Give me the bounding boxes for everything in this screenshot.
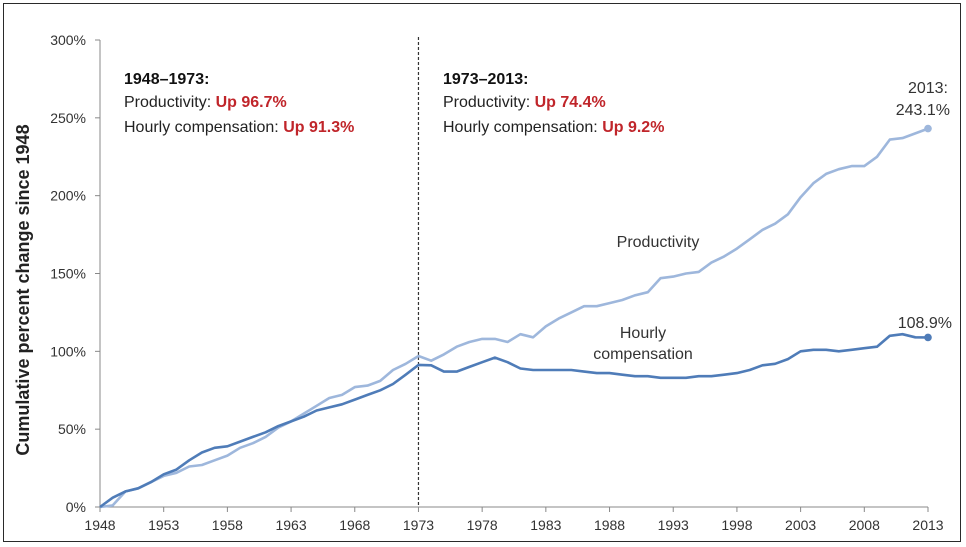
period-1-title: 1948–1973: (124, 71, 209, 88)
x-tick-label: 1953 (148, 517, 179, 533)
period-1-productivity: Productivity: Up 96.7% (124, 94, 287, 111)
compensation-series-label-line2: compensation (593, 346, 693, 363)
x-tick-group: 1948 1953 1958 1963 1968 1973 1978 1983 1988 1993… (84, 507, 944, 533)
productivity-series-label: Productivity (617, 234, 700, 251)
x-tick-label: 1948 (84, 517, 115, 533)
x-tick-label: 1963 (275, 517, 306, 533)
y-tick-label: 100% (50, 343, 86, 359)
y-tick-label: 300% (50, 32, 86, 48)
period-2-compensation-value: Up 9.2% (602, 119, 664, 136)
x-tick-label: 1988 (594, 517, 625, 533)
compensation-series-label-line1: Hourly (620, 325, 666, 342)
period-1-productivity-value: Up 96.7% (216, 94, 287, 111)
productivity-end-label-value: 243.1% (896, 102, 950, 119)
period-1-productivity-label: Productivity: (124, 94, 216, 111)
period-2-productivity-value: Up 74.4% (535, 94, 606, 111)
x-tick-label: 1978 (467, 517, 498, 533)
period-2-productivity-label: Productivity: (443, 94, 535, 111)
compensation-end-point (924, 333, 932, 342)
chart-frame (3, 3, 961, 542)
x-tick-label: 2003 (785, 517, 816, 533)
y-tick-label: 150% (50, 266, 86, 282)
x-tick-label: 1993 (658, 517, 689, 533)
period-1-compensation-label: Hourly compensation: (124, 119, 283, 136)
period-2-productivity: Productivity: Up 74.4% (443, 94, 606, 111)
y-axis-title: Cumulative percent change since 1948 (13, 124, 33, 455)
y-tick-label: 50% (58, 421, 86, 437)
y-tick-group: 0% 50% 100% 150% 200% 250% 300% (50, 32, 100, 515)
period-2-title: 1973–2013: (443, 71, 528, 88)
compensation-line (99, 332, 929, 509)
y-tick-label: 0% (66, 499, 86, 515)
compensation-end-label-value: 108.9% (898, 315, 952, 332)
productivity-end-point (924, 124, 932, 133)
period-2-compensation: Hourly compensation: Up 9.2% (443, 119, 664, 136)
productivity-line (99, 127, 929, 509)
period-2-compensation-label: Hourly compensation: (443, 119, 602, 136)
period-1-compensation: Hourly compensation: Up 91.3% (124, 119, 354, 136)
y-tick-label: 200% (50, 188, 86, 204)
x-tick-label: 2013 (912, 517, 943, 533)
x-tick-label: 1998 (721, 517, 752, 533)
x-tick-label: 1983 (530, 517, 561, 533)
x-tick-label: 1973 (403, 517, 434, 533)
x-tick-label: 1968 (339, 517, 370, 533)
period-1-compensation-value: Up 91.3% (283, 119, 354, 136)
y-tick-label: 250% (50, 110, 86, 126)
productivity-end-label-year: 2013: (908, 80, 948, 97)
x-tick-label: 1958 (212, 517, 243, 533)
x-tick-label: 2008 (849, 517, 880, 533)
